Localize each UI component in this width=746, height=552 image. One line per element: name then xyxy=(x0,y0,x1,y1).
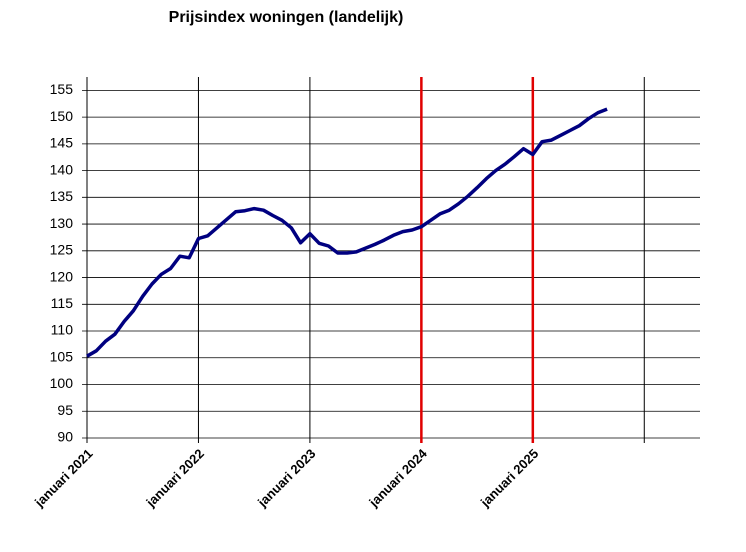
y-tick-label: 105 xyxy=(50,348,74,364)
line-series xyxy=(86,107,608,358)
chart-title: Prijsindex woningen (landelijk) xyxy=(169,9,404,26)
y-tick-label: 115 xyxy=(51,295,74,311)
y-tick-label: 130 xyxy=(50,215,74,231)
x-tick-label: januari 2023 xyxy=(254,446,318,510)
x-tick-label: januari 2021 xyxy=(31,446,95,510)
x-tick-label: januari 2024 xyxy=(365,445,430,510)
y-tick-label: 95 xyxy=(57,402,73,418)
y-tick-label: 140 xyxy=(50,161,74,177)
y-tick-label: 155 xyxy=(50,81,74,97)
x-tick-label: januari 2025 xyxy=(477,446,541,510)
y-tick-label: 150 xyxy=(50,108,74,124)
y-tick-label: 145 xyxy=(50,135,74,151)
y-tick-label: 135 xyxy=(50,188,74,204)
x-tick-label: januari 2022 xyxy=(143,446,207,510)
y-tick-label: 120 xyxy=(50,268,74,284)
y-tick-label: 100 xyxy=(50,375,74,391)
y-tick-label: 90 xyxy=(57,429,73,445)
y-tick-label: 110 xyxy=(51,322,74,338)
y-tick-label: 125 xyxy=(50,242,74,258)
